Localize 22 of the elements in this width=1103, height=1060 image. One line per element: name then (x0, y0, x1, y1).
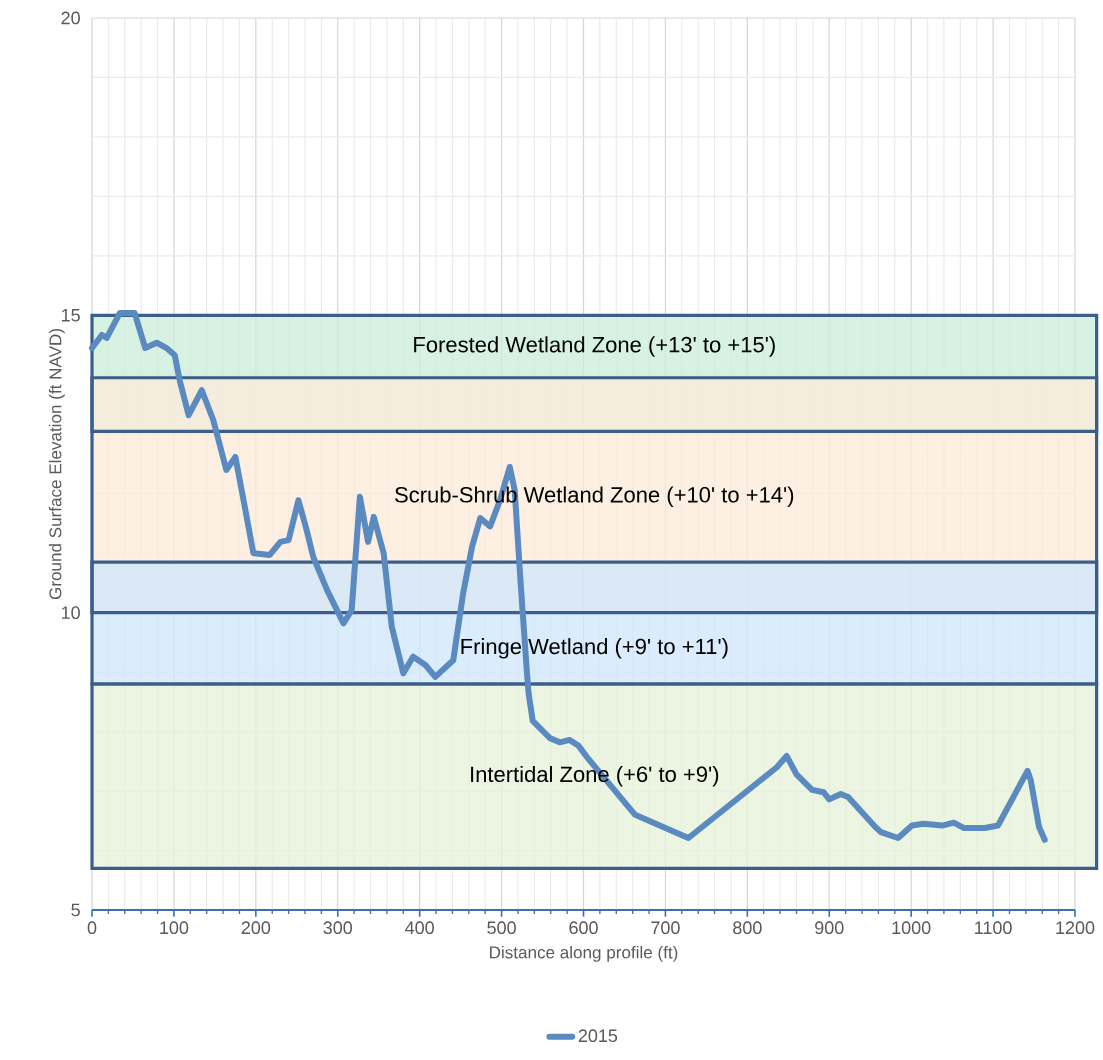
x-tick-label: 600 (569, 921, 598, 935)
y-tick-label: 20 (61, 11, 80, 25)
x-tick-label: 300 (323, 921, 353, 935)
x-tick-label: 400 (405, 921, 434, 935)
y-tick-label: 10 (61, 606, 80, 620)
x-tick-label: 800 (733, 921, 762, 935)
x-axis-title: Distance along profile (ft) (490, 945, 678, 962)
band-label: Fringe Wetland (+9' to +11') (461, 638, 728, 659)
x-tick-label: 200 (241, 921, 271, 935)
x-tick-label: 1100 (975, 921, 1012, 935)
x-tick-label: 1200 (1056, 921, 1095, 935)
x-tick-label: 700 (651, 921, 680, 935)
x-tick-label: 900 (815, 921, 844, 935)
y-tick-label: 5 (71, 903, 80, 917)
legend-label: 2015 (578, 1029, 618, 1043)
x-tick-label: 100 (160, 921, 189, 935)
y-tick-label: 15 (61, 309, 80, 322)
band-label: Forested Wetland Zone (+13' to +15') (414, 336, 775, 357)
x-tick-label: 1000 (892, 921, 931, 935)
y-axis-title: Ground Surface Elevation (ft NAVD) (48, 329, 65, 600)
x-tick-label: 0 (87, 921, 97, 935)
x-tick-label: 500 (487, 921, 516, 935)
